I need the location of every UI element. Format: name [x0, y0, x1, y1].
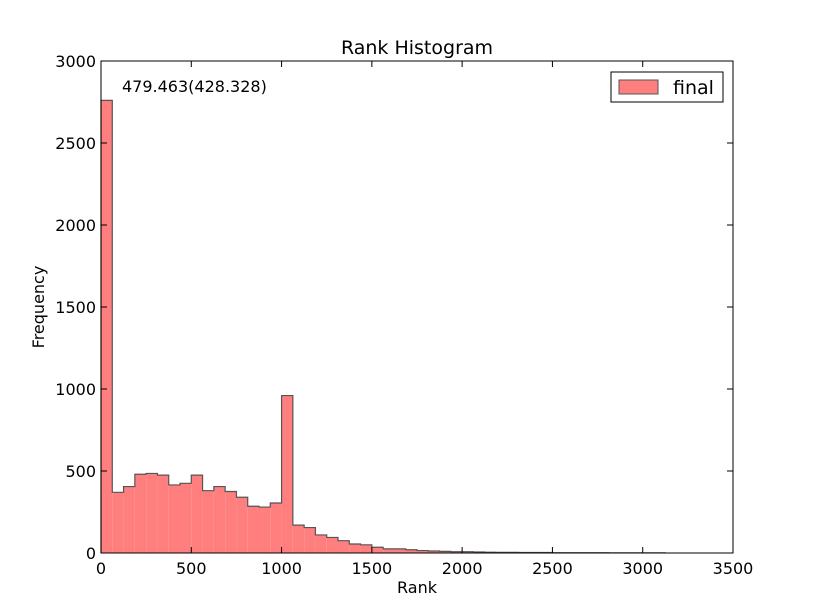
x-tick-label: 500: [176, 559, 207, 578]
histogram-bar: [180, 483, 192, 553]
histogram-bar: [292, 525, 305, 553]
y-tick-label: 1500: [55, 298, 96, 317]
histogram-bar: [428, 551, 440, 553]
y-tick-label: 3000: [55, 52, 96, 71]
histogram-bar: [338, 540, 350, 553]
histogram-bar: [394, 548, 406, 553]
histogram-bar: [270, 502, 282, 553]
y-axis-label: Frequency: [29, 266, 48, 349]
legend: final: [610, 71, 724, 103]
histogram-bar: [326, 537, 338, 553]
y-tick-label: 500: [65, 462, 96, 481]
x-tick-label: 0: [96, 559, 106, 578]
histogram-bar: [236, 497, 248, 553]
x-tick-label: 3500: [713, 559, 754, 578]
x-tick-label: 2500: [532, 559, 573, 578]
histogram-bar: [371, 547, 384, 553]
x-ticks-group: 0 500 1000 1500 2000 2500 3000 3500: [96, 61, 753, 578]
histogram-bar: [349, 543, 361, 553]
histogram-bar: [134, 474, 147, 553]
y-tick-label: 1000: [55, 380, 96, 399]
histogram-bar: [304, 527, 316, 553]
histogram-bar: [213, 486, 226, 553]
legend-swatch-final: [618, 79, 659, 95]
histogram-bar: [225, 491, 237, 553]
x-tick-label: 1500: [351, 559, 392, 578]
histogram-bar: [146, 473, 158, 553]
x-tick-label: 2000: [442, 559, 483, 578]
histogram-bar: [123, 486, 135, 553]
histogram-bar: [191, 475, 203, 553]
histogram-bar: [315, 534, 327, 553]
histogram-bar: [168, 484, 180, 553]
histogram-bar: [281, 395, 293, 553]
histogram-bar: [383, 548, 395, 553]
histogram-bar: [259, 507, 271, 553]
histogram-bar: [439, 551, 451, 553]
chart-title: Rank Histogram: [341, 37, 493, 59]
histogram-bar: [247, 506, 259, 553]
histogram-bar: [405, 549, 417, 553]
y-tick-label: 2500: [55, 134, 96, 153]
histogram-bar: [112, 492, 124, 553]
histogram-bar: [417, 550, 429, 553]
histogram-bar: [450, 551, 463, 553]
histogram-bar: [101, 100, 113, 554]
bars-group: [100, 99, 666, 554]
histogram-bar: [462, 551, 474, 553]
histogram-bar: [202, 490, 214, 553]
histogram-bar: [360, 544, 372, 553]
y-tick-label: 2000: [55, 216, 96, 235]
x-axis-label: Rank: [397, 578, 438, 597]
y-tick-label: 0: [86, 544, 96, 563]
legend-label-final: final: [673, 77, 714, 99]
y-ticks-group: 0 500 1000 1500 2000 2500 3000: [55, 52, 733, 563]
histogram-bar: [157, 475, 169, 553]
x-tick-label: 3000: [622, 559, 663, 578]
x-tick-label: 1000: [261, 559, 302, 578]
stats-annotation: 479.463(428.328): [122, 77, 267, 96]
